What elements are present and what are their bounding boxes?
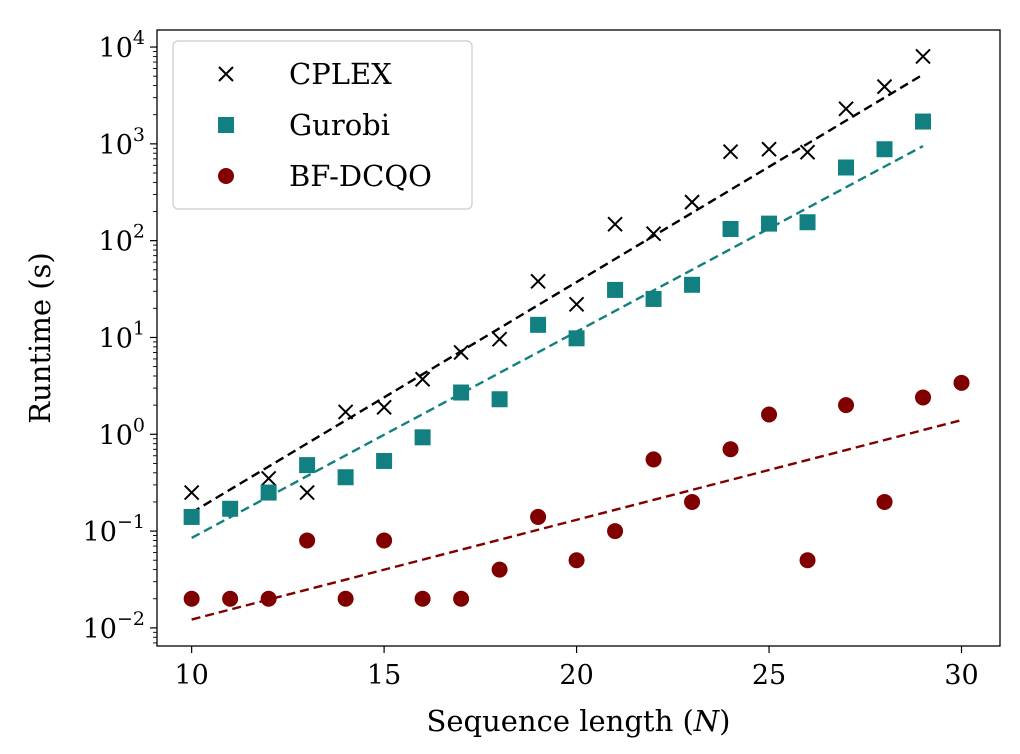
cplex-point: [260, 470, 277, 487]
bf-dcqo-point: [645, 451, 662, 468]
legend-marker-gurobi: [218, 117, 234, 133]
y-axis-ticks: 10−2 10−1 100 101 102 103 104: [83, 27, 157, 645]
legend-label-bf-dcqo: BF-DCQO: [289, 159, 432, 193]
x-tick-label: 15: [367, 660, 401, 691]
bf-dcqo-fit-line: [191, 418, 962, 621]
gurobi-point: [761, 215, 778, 232]
legend-marker-bf-dcqo: [218, 168, 234, 184]
bf-dcqo-point: [414, 590, 431, 607]
bf-dcqo-point: [337, 590, 354, 607]
bf-dcqo-point: [722, 441, 739, 458]
cplex-point: [761, 141, 777, 157]
bf-dcqo-point: [684, 493, 701, 510]
gurobi-point: [414, 429, 431, 446]
cplex-point: [491, 331, 508, 347]
cplex-point: [722, 143, 739, 160]
cplex-point: [299, 484, 315, 501]
bf-dcqo-point: [953, 374, 970, 391]
y-tick-label: 103: [99, 124, 145, 161]
cplex-point: [453, 344, 469, 361]
bf-dcqo-point: [530, 508, 547, 525]
gurobi-point: [530, 316, 547, 333]
gurobi-point: [337, 469, 354, 486]
bf-dcqo-point: [607, 523, 624, 540]
x-tick-label: 25: [752, 660, 786, 691]
bf-dcqo-point: [260, 590, 277, 607]
bf-dcqo-point: [799, 552, 816, 569]
gurobi-point: [684, 276, 701, 293]
bf-dcqo-point: [183, 590, 200, 607]
bf-dcqo-point: [491, 561, 508, 578]
y-tick-label: 100: [99, 414, 145, 451]
bf-dcqo-point: [299, 532, 316, 549]
gurobi-point: [222, 500, 239, 517]
gurobi-point: [568, 330, 585, 347]
cplex-point: [876, 78, 893, 95]
bf-dcqo-point: [222, 590, 239, 607]
bf-dcqo-point: [761, 406, 778, 423]
bf-dcqo-point: [376, 532, 393, 549]
cplex-point: [568, 296, 585, 313]
cplex-point: [337, 404, 354, 420]
y-tick-label: 104: [99, 27, 145, 64]
gurobi-point: [838, 159, 855, 176]
gurobi-point: [376, 452, 393, 469]
gurobi-point: [299, 457, 316, 474]
cplex-point: [799, 144, 816, 160]
cplex-point: [183, 484, 200, 501]
gurobi-point: [645, 290, 662, 307]
gurobi-point: [607, 281, 624, 298]
gurobi-point: [799, 214, 816, 231]
y-tick-label: 102: [99, 221, 145, 258]
x-tick-label: 30: [944, 660, 978, 691]
cplex-point: [376, 399, 392, 415]
cplex-point: [684, 194, 700, 210]
y-tick-label: 10−1: [83, 511, 145, 548]
cplex-point: [530, 273, 546, 290]
legend-box: [172, 40, 473, 210]
legend-marker-cplex: [218, 66, 234, 82]
data-points: [183, 48, 970, 607]
cplex-point: [645, 225, 662, 242]
cplex-point: [414, 371, 431, 387]
gurobi-point: [491, 391, 508, 408]
x-axis-ticks: 10 15 20 25 30: [174, 646, 979, 691]
bf-dcqo-point: [915, 389, 932, 406]
bf-dcqo-point: [568, 552, 585, 569]
x-tick-label: 10: [174, 660, 208, 691]
gurobi-point: [876, 141, 893, 158]
bf-dcqo-point: [876, 493, 893, 510]
bf-dcqo-point: [838, 397, 855, 414]
cplex-point: [838, 101, 854, 117]
cplex-point: [607, 216, 623, 232]
gurobi-fit-line: [191, 144, 924, 539]
gurobi-point: [183, 508, 200, 525]
y-tick-label: 101: [99, 317, 145, 354]
gurobi-point: [260, 484, 277, 501]
gurobi-point: [453, 384, 470, 401]
gurobi-point: [915, 113, 932, 130]
cplex-fit-line: [191, 73, 924, 514]
y-tick-label: 10−2: [83, 608, 145, 645]
bf-dcqo-point: [453, 590, 470, 607]
gurobi-point: [722, 220, 739, 237]
legend-label-gurobi: Gurobi: [289, 108, 390, 142]
legend: CPLEX Gurobi BF-DCQO: [172, 40, 473, 210]
x-axis-label: Sequence length (N): [427, 704, 731, 738]
cplex-point: [915, 48, 931, 65]
legend-label-cplex: CPLEX: [289, 57, 392, 91]
x-tick-label: 20: [559, 660, 593, 691]
y-axis-label: Runtime (s): [23, 252, 57, 424]
fit-lines: [191, 73, 962, 621]
